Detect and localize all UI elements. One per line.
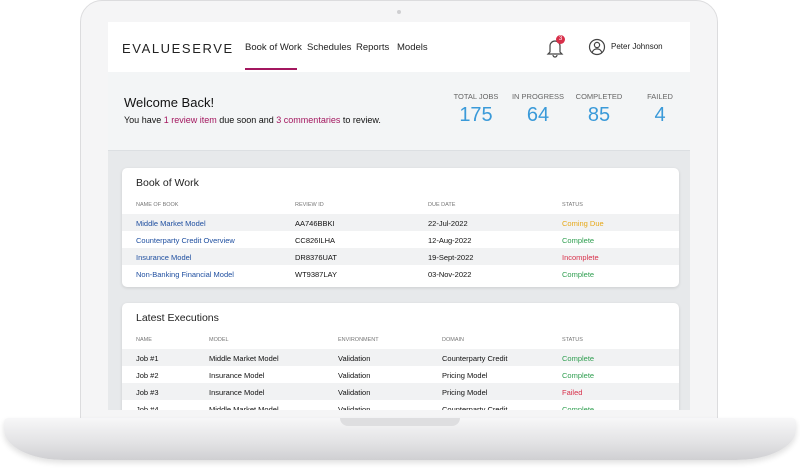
stat-value: 4 [654, 104, 666, 126]
column-header: DOMAIN [442, 337, 464, 343]
nav-item[interactable]: Models [397, 42, 428, 53]
column-header: DUE DATE [428, 202, 456, 208]
nav-item[interactable]: Book of Work [245, 42, 302, 53]
cell[interactable]: Insurance Model [136, 253, 192, 262]
status: Coming Due [562, 219, 604, 228]
cell: Validation [338, 388, 371, 397]
table-row[interactable]: Job #3 Insurance Model Validation Pricing M… [122, 383, 679, 400]
column-header: STATUS [562, 337, 583, 343]
table-row[interactable]: Non-Banking Financial Model WT9387LAY 03-N… [122, 265, 679, 282]
cell: Middle Market Model [209, 405, 279, 410]
cell: Pricing Model [442, 388, 488, 397]
logo[interactable]: EVALUESERVE [122, 41, 234, 56]
cell: Counterparty Credit [442, 354, 508, 363]
avatar-head [593, 41, 601, 49]
user-name[interactable]: Peter Johnson [611, 42, 663, 51]
column-header: ENVIRONMENT [338, 337, 379, 343]
table-row[interactable]: Job #2 Insurance Model Validation Pricing M… [122, 366, 679, 383]
status: Incomplete [562, 253, 599, 262]
welcome-panel: Welcome Back! You have 1 review item due… [108, 72, 690, 151]
table-row[interactable]: Job #1 Middle Market Model Validation Count… [122, 349, 679, 366]
nav-item[interactable]: Schedules [307, 42, 352, 53]
stat-value: 64 [526, 104, 550, 126]
cell[interactable]: Non-Banking Financial Model [136, 270, 234, 279]
table-row[interactable]: Counterparty Credit Overview CC826ILHA 12-… [122, 231, 679, 248]
table-card: Latest Executions NAME MODEL ENVIRONMENT DOM… [122, 303, 679, 410]
status: Complete [562, 405, 595, 410]
status: Failed [562, 388, 583, 397]
status: Complete [562, 270, 595, 279]
welcome-message: You have 1 review item due soon and 3 co… [124, 115, 381, 125]
cell: Insurance Model [209, 388, 265, 397]
stat-label: TOTAL JOBS [453, 92, 499, 101]
screen: EVALUESERVE Book of Work Schedules Repor… [108, 22, 690, 410]
column-header: NAME [136, 337, 152, 343]
cell: Validation [338, 405, 371, 410]
cell: WT9387LAY [295, 270, 337, 279]
column-header: REVIEW ID [295, 202, 324, 208]
cell: Validation [338, 371, 371, 380]
stat-value: 85 [587, 104, 611, 126]
table-card: Book of Work NAME OF BOOK REVIEW ID DUE DAT… [122, 168, 679, 287]
cell: Middle Market Model [209, 354, 279, 363]
cell: 22-Jul-2022 [428, 219, 468, 228]
message-text: You have [124, 115, 164, 125]
welcome-title: Welcome Back! [124, 95, 215, 110]
stat-value: 175 [459, 104, 493, 126]
cell: 03-Nov-2022 [428, 270, 472, 279]
stat-label: FAILED [647, 92, 673, 101]
cell: 19-Sept-2022 [428, 253, 474, 262]
status: Complete [562, 371, 595, 380]
laptop-notch [340, 418, 460, 426]
user-avatar[interactable] [588, 38, 606, 56]
top-bar: EVALUESERVE Book of Work Schedules Repor… [108, 22, 690, 73]
avatar-circle [588, 38, 606, 56]
status: Complete [562, 236, 595, 245]
cell: Job #2 [136, 371, 159, 380]
cell: Counterparty Credit [442, 405, 508, 410]
column-header: NAME OF BOOK [136, 202, 179, 208]
cell[interactable]: Middle Market Model [136, 219, 206, 228]
status: Complete [562, 354, 595, 363]
message-text: due soon and [216, 115, 277, 125]
cell: CC826ILHA [295, 236, 336, 245]
nav-item[interactable]: Reports [356, 42, 390, 53]
cell[interactable]: Counterparty Credit Overview [136, 236, 235, 245]
table-row[interactable]: Middle Market Model AA746BBKI 22-Jul-2022 C… [122, 214, 679, 231]
avatar-body [591, 48, 603, 53]
review-link[interactable]: 1 review item [163, 115, 217, 125]
card-title: Book of Work [136, 177, 199, 189]
table-row[interactable]: Job #4 Middle Market Model Validation Count… [122, 400, 679, 410]
cell: Job #3 [136, 388, 159, 397]
column-header: STATUS [562, 202, 583, 208]
cell: 12-Aug-2022 [428, 236, 472, 245]
message-text: to review. [340, 115, 381, 125]
commentaries-link[interactable]: 3 commentaries [276, 115, 341, 125]
cell: Pricing Model [442, 371, 488, 380]
active-tab-indicator [245, 68, 297, 70]
cell: Validation [338, 354, 371, 363]
stat-label: IN PROGRESS [511, 92, 565, 101]
cell: DR8376UAT [295, 253, 337, 262]
cell: Job #4 [136, 405, 159, 410]
stat-label: COMPLETED [575, 92, 623, 101]
notification-badge: 3 [556, 35, 565, 44]
cell: Insurance Model [209, 371, 265, 380]
card-title: Latest Executions [136, 312, 219, 324]
cell: AA746BBKI [295, 219, 335, 228]
table-row[interactable]: Insurance Model DR8376UAT 19-Sept-2022 Inco… [122, 248, 679, 265]
camera [397, 10, 401, 14]
cell: Job #1 [136, 354, 159, 363]
column-header: MODEL [209, 337, 229, 343]
